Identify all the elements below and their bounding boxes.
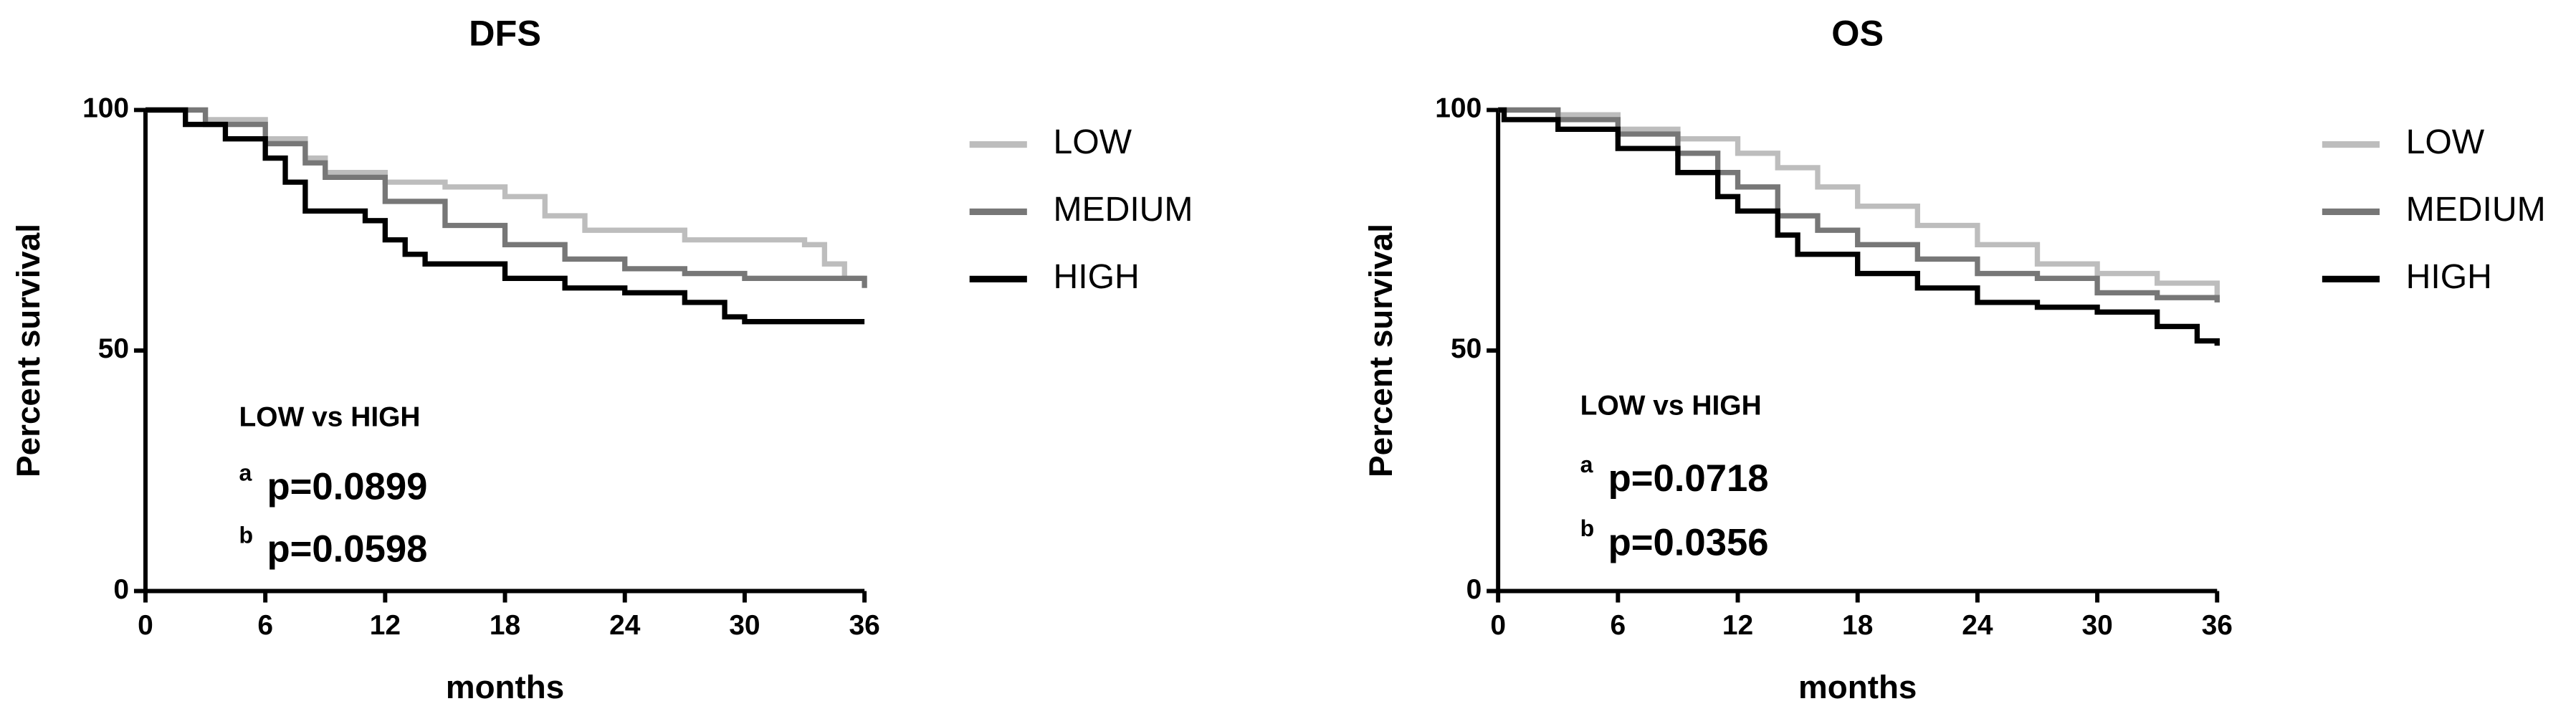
annotation-sup: b <box>239 522 254 548</box>
y-tick-label: 50 <box>1451 333 1482 364</box>
survival-curve <box>145 107 865 325</box>
y-tick-label: 50 <box>98 333 129 364</box>
annotation: LOW vs HIGH <box>1580 390 1762 421</box>
annotation: p=0.0598 <box>267 528 427 570</box>
x-axis-label: months <box>446 669 564 705</box>
y-tick-label: 0 <box>113 574 129 605</box>
annotation: p=0.0718 <box>1608 457 1769 500</box>
x-tick-label: 0 <box>138 610 153 641</box>
x-tick-label: 18 <box>490 610 520 641</box>
legend-label: MEDIUM <box>2406 190 2546 229</box>
chart-title: DFS <box>469 13 541 54</box>
legend-label: HIGH <box>2406 257 2492 296</box>
x-tick-label: 30 <box>729 610 760 641</box>
survival-curve <box>145 107 865 281</box>
y-tick-label: 100 <box>1435 93 1482 124</box>
legend-label: LOW <box>1053 123 1132 161</box>
x-tick-label: 0 <box>1490 610 1506 641</box>
annotation-sup: a <box>1580 452 1594 477</box>
x-tick-label: 24 <box>1962 610 1993 641</box>
x-tick-label: 6 <box>257 610 273 641</box>
survival-curve <box>145 107 867 288</box>
x-axis-label: months <box>1798 669 1917 705</box>
x-tick-label: 36 <box>849 610 879 641</box>
x-tick-label: 12 <box>1722 610 1753 641</box>
survival-curve <box>1498 107 2220 303</box>
annotation: p=0.0899 <box>267 465 427 508</box>
legend-label: HIGH <box>1053 257 1139 296</box>
survival-curve <box>1498 107 2220 303</box>
x-tick-label: 36 <box>2202 610 2233 641</box>
x-tick-label: 18 <box>1842 610 1873 641</box>
chart-title: OS <box>1831 13 1884 54</box>
x-tick-label: 30 <box>2081 610 2112 641</box>
x-tick-label: 12 <box>370 610 401 641</box>
survival-curve <box>1498 107 2220 346</box>
legend-label: LOW <box>2406 123 2485 161</box>
legend-label: MEDIUM <box>1053 190 1193 229</box>
x-tick-label: 6 <box>1611 610 1626 641</box>
y-axis-label: Percent survival <box>10 224 47 477</box>
annotation: p=0.0356 <box>1608 521 1769 563</box>
y-tick-label: 100 <box>82 93 129 124</box>
y-tick-label: 0 <box>1466 574 1482 605</box>
annotation: LOW vs HIGH <box>239 401 421 432</box>
annotation-sup: a <box>239 459 253 485</box>
y-axis-label: Percent survival <box>1363 224 1399 477</box>
annotation-sup: b <box>1580 515 1595 541</box>
x-tick-label: 24 <box>609 610 641 641</box>
